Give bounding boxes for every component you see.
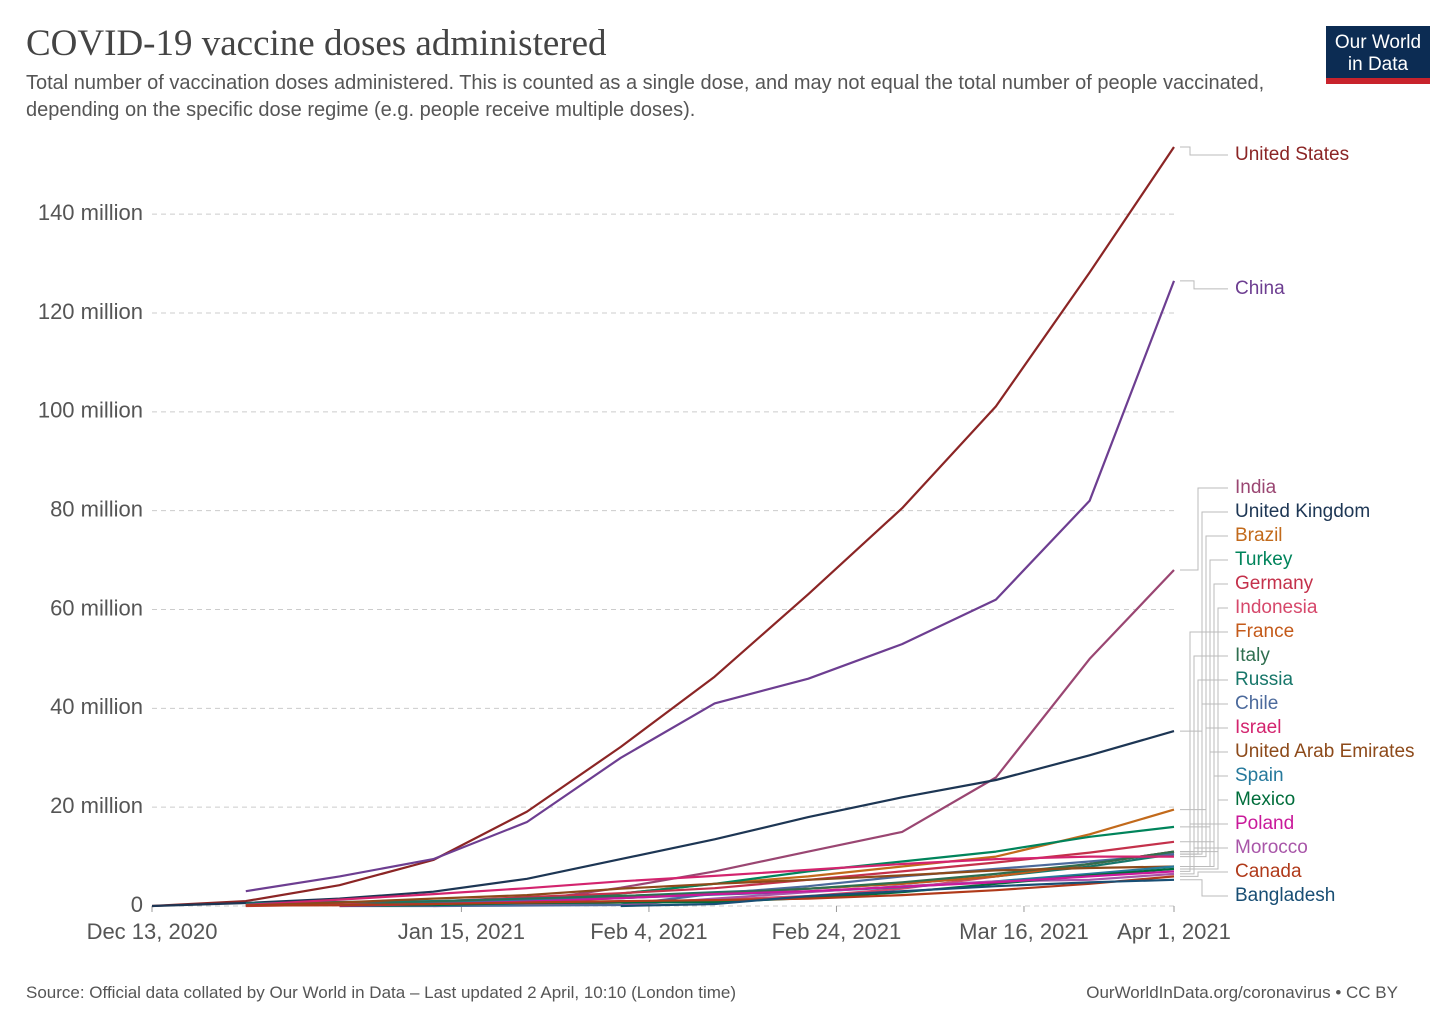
legend-label: Chile — [1235, 693, 1278, 714]
label-connector — [1180, 559, 1228, 828]
x-tick-label: Feb 24, 2021 — [772, 919, 902, 944]
label-connector — [1180, 280, 1228, 290]
x-tick-label: Dec 13, 2020 — [87, 919, 218, 944]
legend-label: Bangladesh — [1235, 885, 1335, 906]
label-connector — [1180, 631, 1228, 853]
x-tick-label: Mar 16, 2021 — [959, 919, 1089, 944]
series-line — [151, 146, 1175, 908]
series-line — [526, 569, 1175, 903]
label-connector — [1180, 775, 1228, 867]
legend-label: Spain — [1235, 765, 1284, 786]
y-tick-label: 0 — [131, 892, 143, 917]
x-tick-label: Apr 1, 2021 — [1117, 919, 1231, 944]
label-connector — [1180, 607, 1228, 853]
label-connector — [1180, 879, 1228, 897]
chart-title: COVID-19 vaccine doses administered — [26, 23, 607, 64]
series-line — [245, 280, 1176, 893]
legend-label: Israel — [1235, 717, 1281, 738]
legend-label: Russia — [1235, 669, 1294, 690]
y-tick-label: 140 million — [38, 200, 143, 225]
source-note: Source: Official data collated by Our Wo… — [26, 983, 736, 1002]
legend-label: France — [1235, 621, 1294, 642]
legend-label: Germany — [1235, 573, 1314, 594]
legend-label: United Kingdom — [1235, 501, 1370, 522]
legend-label: Morocco — [1235, 837, 1308, 858]
credit[interactable]: OurWorldInData.org/coronavirus • CC BY — [1086, 983, 1398, 1002]
legend-label: Italy — [1235, 645, 1270, 666]
series-line — [620, 878, 1175, 908]
chart: 0 20 million 40 million 60 million 80 millio… — [38, 144, 1415, 944]
y-tick-label: 120 million — [38, 299, 143, 324]
series-line — [151, 730, 1175, 908]
y-tick-label: 60 million — [50, 595, 143, 620]
logo[interactable]: Our World in Data — [1326, 26, 1430, 84]
label-connector — [1180, 583, 1228, 843]
legend-label: United States — [1235, 144, 1349, 165]
y-tick-label: 40 million — [50, 694, 143, 719]
label-connector — [1180, 487, 1228, 571]
label-connector — [1180, 703, 1228, 855]
legend-label: Brazil — [1235, 525, 1283, 546]
label-connector — [1180, 727, 1228, 858]
y-tick-label: 100 million — [38, 398, 143, 423]
chart-subtitle: Total number of vaccination doses admini… — [26, 72, 1265, 121]
label-connector — [1180, 847, 1228, 875]
y-tick-label: 80 million — [50, 496, 143, 521]
legend-label: Poland — [1235, 813, 1294, 834]
series-line — [245, 865, 1175, 907]
legend-label: Indonesia — [1235, 597, 1318, 618]
legend-label: Turkey — [1235, 549, 1293, 570]
legend-label: India — [1235, 477, 1277, 498]
label-connector — [1180, 146, 1228, 156]
x-tick-label: Jan 15, 2021 — [398, 919, 525, 944]
label-connector — [1180, 535, 1228, 811]
label-connector — [1180, 799, 1228, 870]
legend-label: China — [1235, 278, 1285, 299]
legend-label: Mexico — [1235, 789, 1295, 810]
series-line — [245, 875, 1175, 907]
label-connector — [1180, 511, 1228, 732]
label-connector — [1180, 679, 1228, 855]
label-connector — [1180, 655, 1228, 853]
x-tick-label: Feb 4, 2021 — [590, 919, 707, 944]
legend-label: United Arab Emirates — [1235, 741, 1415, 762]
y-tick-label: 20 million — [50, 793, 143, 818]
legend-label: Canada — [1235, 861, 1302, 882]
label-connector — [1180, 823, 1228, 872]
label-connector — [1180, 871, 1228, 877]
series-line — [245, 855, 1174, 907]
